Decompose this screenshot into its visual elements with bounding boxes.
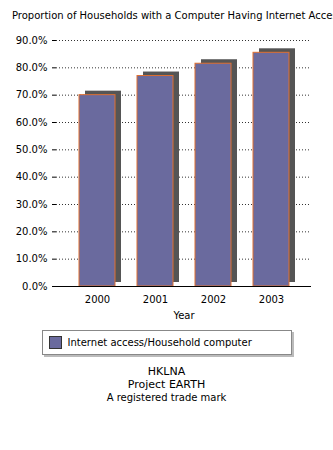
svg-text:40.0%: 40.0%	[16, 171, 48, 182]
html-text:HKLNA: HKLNA	[147, 365, 186, 378]
svg-text:2003: 2003	[259, 294, 284, 305]
svg-text:20.0%: 20.0%	[16, 226, 48, 237]
svg-text:50.0%: 50.0%	[16, 144, 48, 155]
svg-text:90.0%: 90.0%	[16, 35, 48, 46]
svg-text:30.0%: 30.0%	[16, 199, 48, 210]
html-text:Project EARTH: Project EARTH	[127, 378, 206, 391]
svg-text:60.0%: 60.0%	[16, 117, 48, 128]
html-text:A registered trade mark: A registered trade mark	[106, 392, 227, 403]
svg-text:80.0%: 80.0%	[16, 62, 48, 73]
svg-text:0.0%: 0.0%	[22, 281, 47, 292]
svg-text:2002: 2002	[201, 294, 226, 305]
svg-text:Year: Year	[172, 310, 195, 321]
svg-text:2001: 2001	[143, 294, 168, 305]
html-text:Internet access/Household comp: Internet access/Household computer	[67, 337, 252, 348]
svg-text:2000: 2000	[85, 294, 110, 305]
svg-text:70.0%: 70.0%	[16, 89, 48, 100]
svg-text:10.0%: 10.0%	[16, 253, 48, 264]
